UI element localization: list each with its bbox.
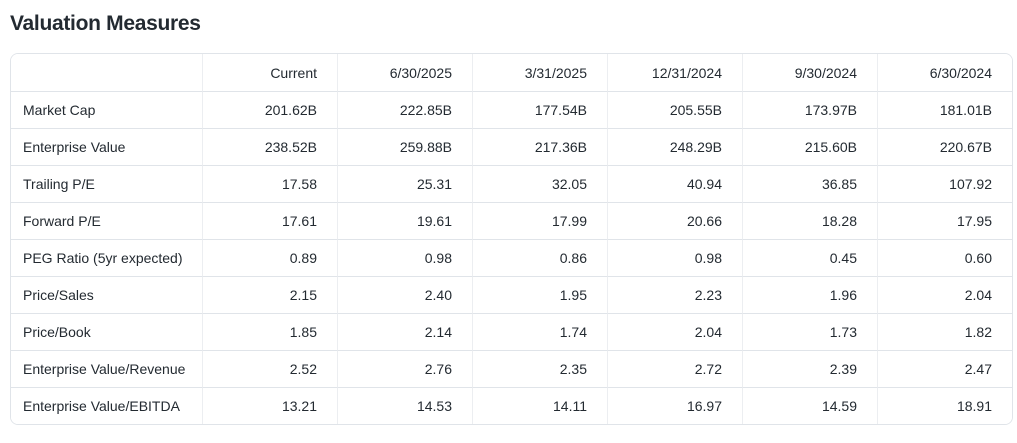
row-label: Forward P/E <box>11 202 202 239</box>
value-cell: 2.39 <box>742 350 877 387</box>
value-cell: 215.60B <box>742 128 877 165</box>
valuation-table-container: Current 6/30/2025 3/31/2025 12/31/2024 9/30/… <box>10 53 1013 425</box>
value-cell: 20.66 <box>607 202 742 239</box>
table-row: Enterprise Value 238.52B 259.88B 217.36B 248… <box>11 128 1012 165</box>
value-cell: 13.21 <box>202 387 337 424</box>
row-label: Market Cap <box>11 91 202 128</box>
value-cell: 0.98 <box>607 239 742 276</box>
value-cell: 205.55B <box>607 91 742 128</box>
value-cell: 177.54B <box>472 91 607 128</box>
value-cell: 0.60 <box>877 239 1012 276</box>
value-cell: 2.23 <box>607 276 742 313</box>
table-row: PEG Ratio (5yr expected) 0.89 0.98 0.86 0.98… <box>11 239 1012 276</box>
column-header: 12/31/2024 <box>607 54 742 91</box>
value-cell: 40.94 <box>607 165 742 202</box>
value-cell: 2.52 <box>202 350 337 387</box>
table-row: Forward P/E 17.61 19.61 17.99 20.66 18.28 17.9… <box>11 202 1012 239</box>
value-cell: 16.97 <box>607 387 742 424</box>
value-cell: 107.92 <box>877 165 1012 202</box>
value-cell: 14.53 <box>337 387 472 424</box>
row-label: Enterprise Value/EBITDA <box>11 387 202 424</box>
value-cell: 2.15 <box>202 276 337 313</box>
value-cell: 1.95 <box>472 276 607 313</box>
value-cell: 259.88B <box>337 128 472 165</box>
table-row: Market Cap 201.62B 222.85B 177.54B 205.55B 17… <box>11 91 1012 128</box>
table-row: Enterprise Value/EBITDA 13.21 14.53 14.11 16… <box>11 387 1012 424</box>
value-cell: 14.11 <box>472 387 607 424</box>
value-cell: 19.61 <box>337 202 472 239</box>
column-header: 6/30/2024 <box>877 54 1012 91</box>
value-cell: 2.35 <box>472 350 607 387</box>
value-cell: 220.67B <box>877 128 1012 165</box>
table-row: Price/Book 1.85 2.14 1.74 2.04 1.73 1.82 <box>11 313 1012 350</box>
value-cell: 173.97B <box>742 91 877 128</box>
value-cell: 0.89 <box>202 239 337 276</box>
value-cell: 32.05 <box>472 165 607 202</box>
column-header: 3/31/2025 <box>472 54 607 91</box>
value-cell: 1.73 <box>742 313 877 350</box>
value-cell: 18.28 <box>742 202 877 239</box>
row-label: Price/Book <box>11 313 202 350</box>
value-cell: 248.29B <box>607 128 742 165</box>
row-label: Price/Sales <box>11 276 202 313</box>
row-label: PEG Ratio (5yr expected) <box>11 239 202 276</box>
row-label: Enterprise Value <box>11 128 202 165</box>
value-cell: 1.85 <box>202 313 337 350</box>
section-title: Valuation Measures <box>10 12 201 35</box>
value-cell: 2.76 <box>337 350 472 387</box>
value-cell: 0.86 <box>472 239 607 276</box>
table-header: Current 6/30/2025 3/31/2025 12/31/2024 9/30/… <box>11 54 1012 91</box>
table-body: Market Cap 201.62B 222.85B 177.54B 205.55B 17… <box>11 91 1012 424</box>
value-cell: 17.99 <box>472 202 607 239</box>
table-row: Trailing P/E 17.58 25.31 32.05 40.94 36.85 107… <box>11 165 1012 202</box>
value-cell: 17.61 <box>202 202 337 239</box>
value-cell: 18.91 <box>877 387 1012 424</box>
value-cell: 25.31 <box>337 165 472 202</box>
value-cell: 1.96 <box>742 276 877 313</box>
value-cell: 2.47 <box>877 350 1012 387</box>
value-cell: 217.36B <box>472 128 607 165</box>
value-cell: 2.04 <box>877 276 1012 313</box>
value-cell: 201.62B <box>202 91 337 128</box>
value-cell: 2.04 <box>607 313 742 350</box>
value-cell: 2.14 <box>337 313 472 350</box>
table-row: Price/Sales 2.15 2.40 1.95 2.23 1.96 2.04 <box>11 276 1012 313</box>
value-cell: 0.98 <box>337 239 472 276</box>
value-cell: 181.01B <box>877 91 1012 128</box>
column-header: 9/30/2024 <box>742 54 877 91</box>
column-header: 6/30/2025 <box>337 54 472 91</box>
row-label: Trailing P/E <box>11 165 202 202</box>
value-cell: 2.40 <box>337 276 472 313</box>
corner-cell <box>11 54 202 91</box>
value-cell: 17.58 <box>202 165 337 202</box>
value-cell: 222.85B <box>337 91 472 128</box>
value-cell: 17.95 <box>877 202 1012 239</box>
valuation-table: Current 6/30/2025 3/31/2025 12/31/2024 9/30/… <box>11 54 1012 424</box>
column-header: Current <box>202 54 337 91</box>
value-cell: 238.52B <box>202 128 337 165</box>
value-cell: 36.85 <box>742 165 877 202</box>
value-cell: 14.59 <box>742 387 877 424</box>
value-cell: 1.74 <box>472 313 607 350</box>
table-header-row: Current 6/30/2025 3/31/2025 12/31/2024 9/30/… <box>11 54 1012 91</box>
value-cell: 1.82 <box>877 313 1012 350</box>
row-label: Enterprise Value/Revenue <box>11 350 202 387</box>
value-cell: 0.45 <box>742 239 877 276</box>
value-cell: 2.72 <box>607 350 742 387</box>
table-row: Enterprise Value/Revenue 2.52 2.76 2.35 2.72… <box>11 350 1012 387</box>
